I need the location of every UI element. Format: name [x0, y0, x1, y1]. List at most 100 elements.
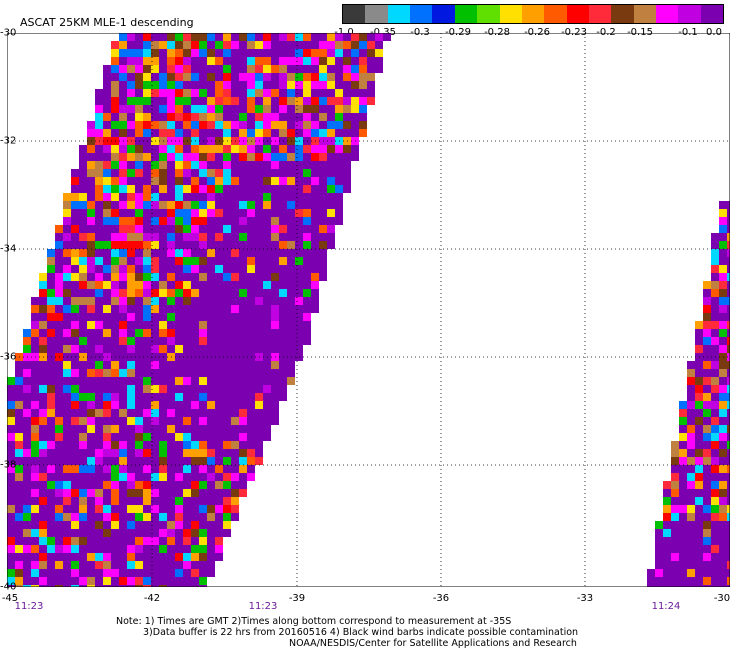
- swath-pixel: [223, 305, 231, 313]
- swath-pixel: [263, 265, 271, 273]
- swath-pixel: [183, 65, 191, 73]
- swath-pixel: [191, 497, 199, 505]
- swath-pixel: [215, 65, 223, 73]
- swath-pixel: [327, 65, 335, 73]
- swath-pixel: [191, 273, 199, 281]
- swath-pixel: [7, 425, 15, 433]
- swath-pixel: [263, 145, 271, 153]
- swath-pixel: [159, 521, 167, 529]
- swath-pixel: [207, 521, 215, 529]
- swath-pixel: [135, 289, 143, 297]
- swath-pixel: [31, 521, 39, 529]
- swath-pixel: [311, 145, 319, 153]
- swath-pixel: [327, 49, 335, 57]
- swath-pixel: [63, 249, 71, 257]
- swath-pixel: [327, 169, 335, 177]
- swath-pixel: [263, 329, 271, 337]
- swath-pixel: [183, 329, 191, 337]
- swath-pixel: [279, 129, 287, 137]
- swath-pixel: [335, 129, 343, 137]
- swath-pixel: [711, 385, 719, 393]
- swath-pixel: [175, 65, 183, 73]
- swath-pixel: [271, 65, 279, 73]
- swath-pixel: [239, 273, 247, 281]
- swath-pixel: [31, 377, 39, 385]
- swath-pixel: [175, 113, 183, 121]
- swath-pixel: [127, 297, 135, 305]
- swath-pixel: [351, 33, 359, 41]
- swath-pixel: [15, 585, 23, 587]
- swath-pixel: [175, 97, 183, 105]
- swath-pixel: [231, 177, 239, 185]
- swath-pixel: [167, 385, 175, 393]
- swath-pixel: [7, 481, 15, 489]
- swath-pixel: [111, 233, 119, 241]
- swath-pixel: [719, 289, 727, 297]
- swath-pixel: [111, 441, 119, 449]
- swath-pixel: [95, 409, 103, 417]
- swath-pixel: [183, 569, 191, 577]
- swath-pixel: [111, 177, 119, 185]
- swath-pixel: [239, 321, 247, 329]
- swath-pixel: [183, 201, 191, 209]
- swath-pixel: [287, 305, 295, 313]
- swath-pixel: [23, 329, 31, 337]
- lat-lon-grid: [7, 33, 730, 587]
- swath-pixel: [671, 545, 679, 553]
- swath-pixel: [255, 441, 263, 449]
- swath-pixel: [199, 561, 207, 569]
- swath-pixel: [127, 345, 135, 353]
- swath-pixel: [215, 273, 223, 281]
- swath-pixel: [191, 145, 199, 153]
- swath-pixel: [239, 193, 247, 201]
- swath-pixel: [319, 97, 327, 105]
- swath-pixel: [103, 505, 111, 513]
- swath-pixel: [111, 465, 119, 473]
- swath-pixel: [87, 145, 95, 153]
- swath-pixel: [223, 337, 231, 345]
- swath-pixel: [199, 241, 207, 249]
- swath-pixel: [215, 481, 223, 489]
- swath-pixel: [679, 473, 687, 481]
- swath-pixel: [87, 569, 95, 577]
- legend-swatch: [387, 5, 411, 23]
- swath-pixel: [255, 273, 263, 281]
- swath-pixel: [7, 401, 15, 409]
- swath-pixel: [703, 481, 711, 489]
- swath-pixel: [711, 417, 719, 425]
- swath-pixel: [71, 449, 79, 457]
- swath-pixel: [151, 337, 159, 345]
- swath-pixel: [727, 209, 730, 217]
- swath-pixel: [95, 529, 103, 537]
- swath-pixel: [167, 585, 175, 587]
- swath-pixel: [111, 337, 119, 345]
- swath-pixel: [199, 281, 207, 289]
- swath-pixel: [127, 217, 135, 225]
- swath-pixel: [247, 73, 255, 81]
- swath-pixel: [151, 441, 159, 449]
- swath-pixel: [215, 113, 223, 121]
- swath-pixel: [199, 201, 207, 209]
- swath-pixel: [159, 385, 167, 393]
- swath-pixel: [55, 425, 63, 433]
- swath-pixel: [183, 529, 191, 537]
- swath-pixel: [23, 545, 31, 553]
- swath-pixel: [111, 401, 119, 409]
- swath-pixel: [711, 409, 719, 417]
- swath-pixel: [703, 321, 711, 329]
- swath-pixel: [71, 201, 79, 209]
- swath-pixel: [47, 249, 55, 257]
- swath-pixel: [279, 105, 287, 113]
- swath-pixel: [111, 169, 119, 177]
- swath-pixel: [175, 401, 183, 409]
- swath-pixel: [127, 529, 135, 537]
- swath-pixel: [39, 569, 47, 577]
- swath-pixel: [167, 57, 175, 65]
- swath-pixel: [239, 313, 247, 321]
- swath-pixel: [151, 457, 159, 465]
- swath-pixel: [39, 305, 47, 313]
- swath-pixel: [199, 89, 207, 97]
- swath-pixel: [135, 337, 143, 345]
- swath-pixel: [343, 97, 351, 105]
- swath-pixel: [191, 529, 199, 537]
